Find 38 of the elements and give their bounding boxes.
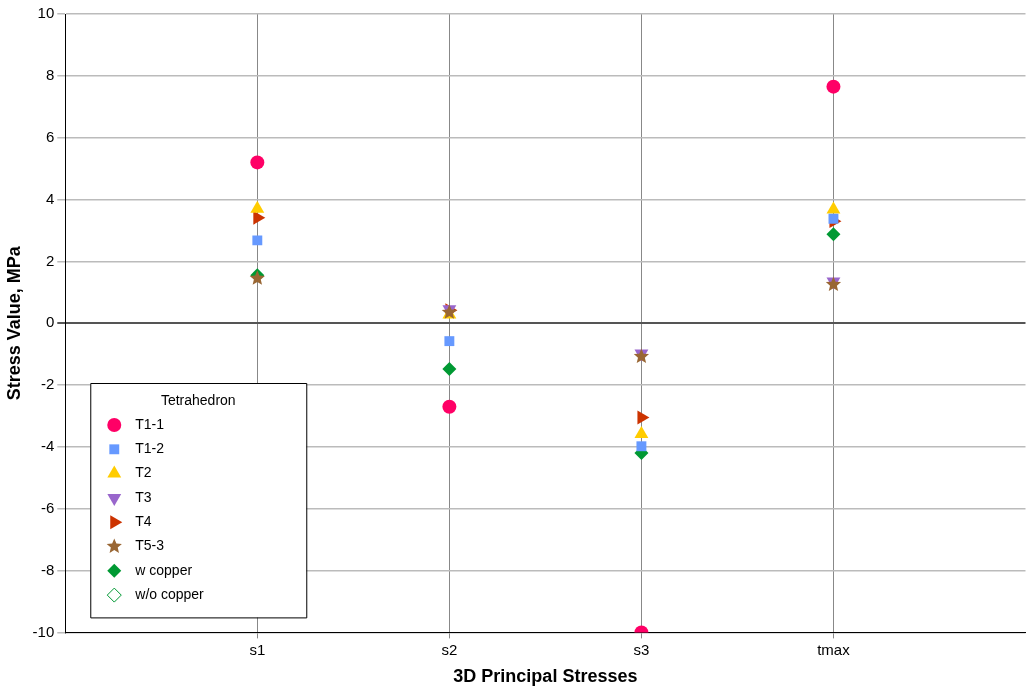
y-tick-label: -6 — [40, 498, 55, 516]
y-tick-label: -10 — [32, 622, 55, 640]
y-tick-label: -8 — [40, 560, 55, 578]
point — [250, 155, 265, 170]
x-tick-label: s2 — [441, 640, 458, 658]
legend-label: T1-1 — [135, 415, 165, 432]
y-tick-label: 0 — [45, 313, 55, 331]
legend-label: T3 — [135, 488, 152, 505]
legend-label: T4 — [135, 513, 152, 530]
point — [252, 235, 263, 246]
legend-label: T1-2 — [135, 440, 165, 457]
point — [250, 200, 265, 213]
x-tick-label: s1 — [249, 640, 266, 658]
point — [442, 399, 457, 414]
point — [637, 410, 650, 425]
x-tick-label: s3 — [633, 640, 650, 658]
legend-label: T5-3 — [135, 537, 165, 554]
x-tick-label: tmax — [817, 640, 851, 658]
point — [442, 361, 457, 376]
point — [826, 79, 841, 94]
point — [828, 213, 839, 224]
y-tick-label: 2 — [45, 251, 55, 269]
legend-label: w/o copper — [134, 585, 205, 602]
y-tick-label: 6 — [45, 127, 55, 145]
x-axis-title: 3D Principal Stresses — [453, 666, 638, 687]
point — [444, 336, 455, 347]
y-tick-label: 8 — [45, 65, 55, 83]
y-tick-label: -4 — [40, 437, 55, 455]
legend-label: w copper — [134, 561, 193, 578]
legend-title: Tetrahedron — [160, 391, 236, 408]
point — [636, 441, 647, 452]
y-tick-label: 10 — [37, 4, 55, 22]
y-tick-label: -2 — [40, 375, 55, 393]
point — [826, 201, 841, 214]
y-tick-label: 4 — [45, 189, 55, 207]
y-axis-title: Stress Value, MPa — [3, 245, 24, 401]
legend-label: T2 — [135, 464, 152, 481]
point — [826, 227, 841, 242]
